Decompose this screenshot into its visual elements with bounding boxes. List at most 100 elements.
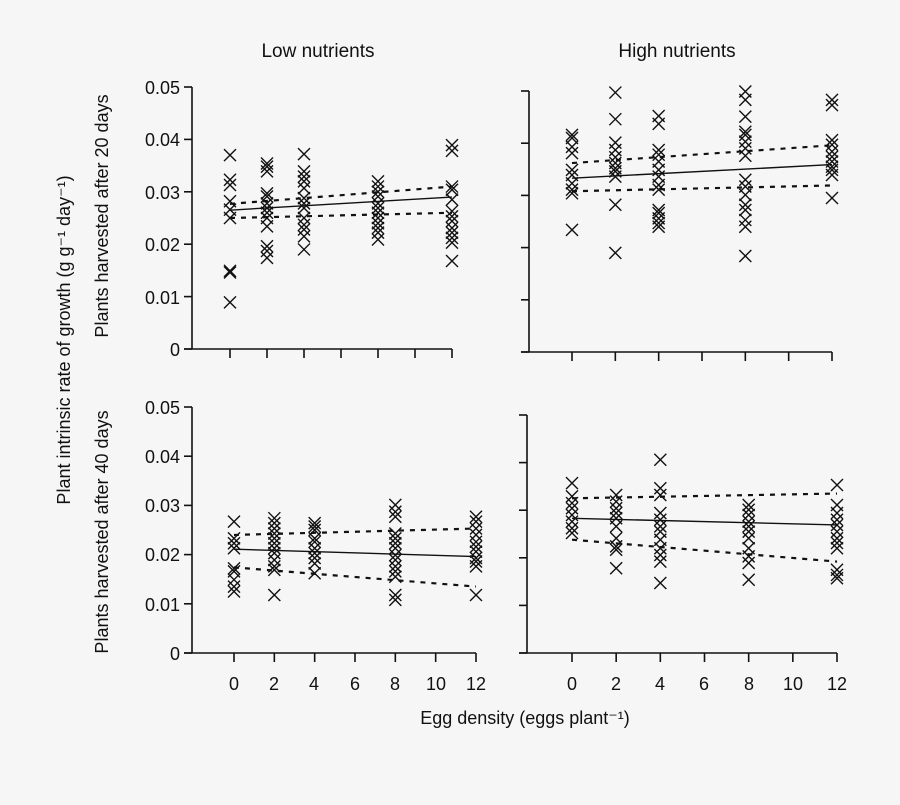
data-point-x-marker	[371, 232, 385, 246]
data-point-x-marker	[565, 508, 579, 522]
y-tick-label: 0.02	[145, 235, 180, 255]
data-point-x-marker	[267, 522, 281, 536]
data-point-x-marker	[388, 541, 402, 555]
data-point-x-marker	[260, 219, 274, 233]
data-point-x-marker	[297, 242, 311, 256]
x-tick-label: 2	[611, 674, 621, 694]
lower-ci-line	[571, 184, 833, 193]
data-point-x-marker	[565, 501, 579, 515]
x-tick-label: 8	[390, 674, 400, 694]
y-tick-label: 0.04	[145, 447, 180, 467]
data-point-x-marker	[260, 160, 274, 174]
data-point-x-marker	[830, 478, 844, 492]
data-point-x-marker	[608, 198, 622, 212]
data-point-x-marker	[565, 526, 579, 540]
data-point-x-marker	[565, 163, 579, 177]
data-point-x-marker	[825, 138, 839, 152]
data-point-x-marker	[260, 239, 274, 253]
data-point-x-marker	[742, 508, 756, 522]
data-point-x-marker	[223, 173, 237, 187]
y-tick-label: 0.02	[145, 545, 180, 565]
data-point-x-marker	[260, 186, 274, 200]
data-point-x-marker	[260, 251, 274, 265]
data-point-x-marker	[308, 546, 322, 560]
data-point-x-marker	[267, 588, 281, 602]
data-point-x-marker	[223, 266, 237, 279]
data-point-x-marker	[371, 221, 385, 235]
data-point-x-marker	[227, 541, 241, 555]
data-point-x-marker	[830, 536, 844, 550]
data-point-x-marker	[371, 190, 385, 204]
data-point-x-marker	[742, 531, 756, 545]
data-point-x-marker	[830, 541, 844, 555]
x-tick-label: 4	[309, 674, 319, 694]
data-point-x-marker	[297, 218, 311, 232]
y-tick-label: 0.01	[145, 288, 180, 308]
column-title-low-nutrients: Low nutrients	[261, 41, 374, 62]
data-point-x-marker	[469, 554, 483, 568]
data-point-x-marker	[653, 576, 667, 590]
data-point-x-marker	[830, 525, 844, 539]
data-point-x-marker	[742, 498, 756, 512]
data-point-x-marker	[388, 570, 402, 584]
data-point-x-marker	[227, 580, 241, 594]
data-point-x-marker	[388, 536, 402, 550]
data-point-x-marker	[445, 214, 459, 228]
data-point-x-marker	[565, 183, 579, 197]
data-point-x-marker	[825, 93, 839, 107]
data-point-x-marker	[565, 176, 579, 190]
data-point-x-marker	[565, 128, 579, 142]
x-tick-labels-right: 0 2 4 6 8 10 12	[567, 674, 847, 694]
data-point-x-marker	[297, 147, 311, 161]
data-point-x-marker	[738, 149, 752, 163]
data-point-x-marker	[445, 138, 459, 152]
panel-2	[521, 85, 839, 361]
data-point-x-marker	[742, 503, 756, 517]
data-point-x-marker	[609, 539, 623, 553]
data-point-x-marker	[308, 531, 322, 545]
data-point-x-marker	[260, 196, 274, 210]
data-point-x-marker	[738, 93, 752, 107]
data-point-x-marker	[371, 196, 385, 210]
data-point-x-marker	[227, 573, 241, 587]
data-point-x-marker	[445, 226, 459, 240]
data-point-x-marker	[738, 125, 752, 139]
data-point-x-marker	[469, 588, 483, 602]
data-point-x-marker	[308, 556, 322, 570]
x-tick-label: 12	[827, 674, 847, 694]
data-point-x-marker	[565, 146, 579, 160]
lower-ci-line	[233, 566, 477, 588]
upper-ci-line	[571, 492, 838, 500]
data-point-x-marker	[260, 164, 274, 178]
data-point-x-marker	[297, 201, 311, 215]
data-point-x-marker	[260, 206, 274, 220]
data-point-x-marker	[388, 531, 402, 545]
data-point-x-marker	[267, 511, 281, 525]
data-point-x-marker	[445, 221, 459, 235]
data-point-x-marker	[469, 510, 483, 524]
data-point-x-marker	[825, 168, 839, 182]
y-tick-labels-top: 0.05 0.04 0.03 0.02 0.01 0	[145, 78, 180, 360]
data-point-x-marker	[308, 541, 322, 555]
data-point-x-marker	[371, 211, 385, 225]
data-point-x-marker	[388, 510, 402, 524]
data-point-x-marker	[609, 506, 623, 520]
upper-ci-line	[229, 185, 453, 205]
data-point-x-marker	[825, 145, 839, 159]
data-point-x-marker	[565, 521, 579, 535]
data-point-x-marker	[652, 178, 666, 192]
data-point-x-marker	[445, 180, 459, 194]
data-point-x-marker	[388, 559, 402, 573]
data-point-x-marker	[371, 216, 385, 230]
data-point-x-marker	[653, 513, 667, 527]
data-point-x-marker	[223, 178, 237, 192]
data-point-x-marker	[653, 488, 667, 502]
data-point-x-marker	[227, 515, 241, 529]
data-point-x-marker	[469, 559, 483, 573]
data-point-x-marker	[469, 535, 483, 549]
data-point-x-marker	[652, 206, 666, 220]
data-point-x-marker	[653, 541, 667, 555]
data-point-x-marker	[609, 543, 623, 557]
data-point-x-marker	[308, 520, 322, 534]
